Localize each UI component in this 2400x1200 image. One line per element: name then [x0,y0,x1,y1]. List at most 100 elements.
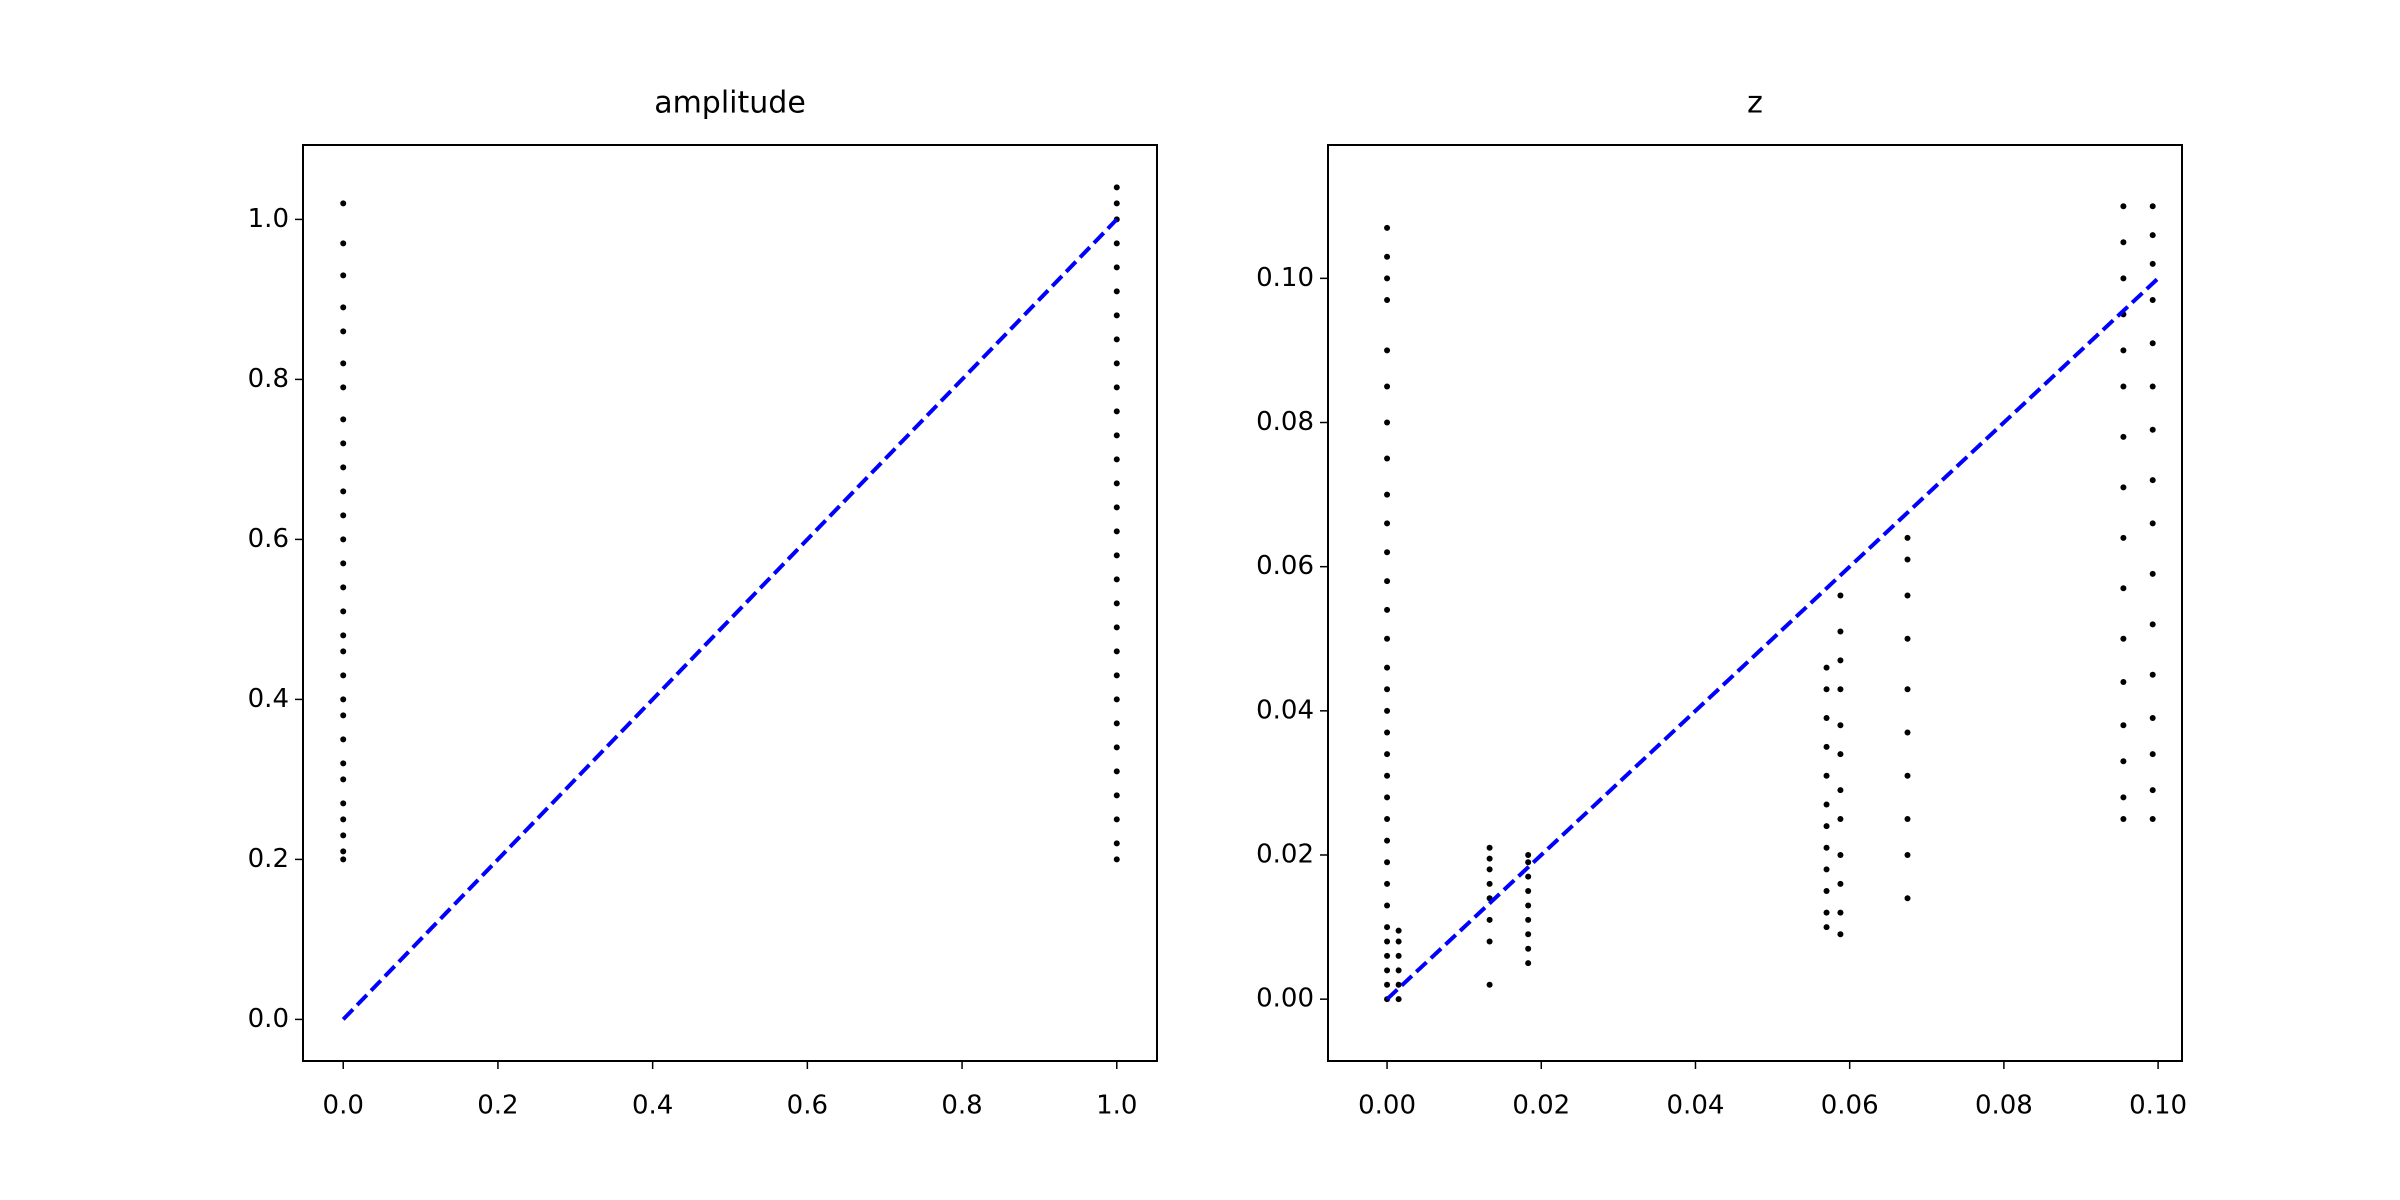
scatter-point [340,328,347,335]
axes-frame [302,144,1158,1062]
scatter-point [2120,585,2127,592]
scatter-point [1395,967,1402,974]
scatter-point [340,464,347,471]
scatter-point [1823,715,1830,722]
scatter-point [340,800,347,807]
scatter-point [340,832,347,839]
x-tick-label: 0.00 [1358,1091,1416,1121]
scatter-point [1384,224,1391,231]
scatter-point [2120,239,2127,246]
scatter-point [340,560,347,567]
x-tick-label: 1.0 [1096,1091,1137,1121]
scatter-point [340,200,347,207]
scatter-point [2149,815,2156,822]
scatter-point [1384,729,1391,736]
scatter-point [2149,621,2156,628]
scatter-point [1904,851,1911,858]
scatter-point [1384,902,1391,909]
scatter-point [1384,686,1391,693]
scatter-point [2149,296,2156,303]
scatter-point [2120,383,2127,390]
scatter-point [1384,549,1391,556]
scatter-point [1904,686,1911,693]
scatter-point [340,632,347,639]
scatter-point [1384,837,1391,844]
scatter-point [1395,981,1402,988]
scatter-point [1113,720,1120,727]
scatter-point [1384,938,1391,945]
scatter-point [1113,528,1120,535]
scatter-point [1837,787,1844,794]
scatter-point [1823,844,1830,851]
scatter-point [1113,384,1120,391]
scatter-point [2120,679,2127,686]
scatter-point [2120,758,2127,765]
scatter-point [1113,408,1120,415]
x-tick-label: 0.06 [1821,1091,1879,1121]
scatter-point [340,848,347,855]
scatter-point [1837,628,1844,635]
scatter-point [340,512,347,519]
scatter-point [1823,866,1830,873]
scatter-point [1837,815,1844,822]
y-tick-label: 0.8 [248,364,289,394]
scatter-point [1113,792,1120,799]
scatter-point [1113,480,1120,487]
scatter-point [1384,491,1391,498]
y-tick-label: 0.2 [248,844,289,874]
scatter-point [2120,635,2127,642]
scatter-point [2149,203,2156,210]
scatter-point [1384,635,1391,642]
scatter-point [1384,606,1391,613]
scatter-point [1904,635,1911,642]
x-tick-label: 0.08 [1975,1091,2033,1121]
scatter-point [1395,996,1402,1003]
y-tick-label: 0.02 [1256,839,1314,869]
scatter-point [1395,938,1402,945]
scatter-point [1837,686,1844,693]
scatter-point [2149,787,2156,794]
x-tick-label: 0.4 [632,1091,673,1121]
scatter-point [1525,945,1532,952]
scatter-point [1486,981,1493,988]
scatter-point [1904,729,1911,736]
scatter-point [1113,672,1120,679]
scatter-point [1384,578,1391,585]
scatter-point [1486,880,1493,887]
x-tick-label: 0.04 [1667,1091,1725,1121]
scatter-point [1486,844,1493,851]
scatter-point [1904,815,1911,822]
subplot: z 0.00 0.02 0.04 0.06 0.08 0.10 0.00 0.02 0.04 0.0… [1256,86,2187,1121]
scatter-point [1384,253,1391,260]
scatter-point [1486,938,1493,945]
scatter-point [1904,592,1911,599]
scatter-point [340,696,347,703]
scatter-point [2120,722,2127,729]
scatter-point [2149,671,2156,678]
scatter-point [1525,888,1532,895]
scatter-point [1525,902,1532,909]
scatter-point [2149,715,2156,722]
scatter-point [2149,232,2156,239]
scatter-point [1384,751,1391,758]
scatter-point [1486,916,1493,923]
y-tick-label: 1.0 [248,204,289,234]
scatter-point [1837,592,1844,599]
scatter-point [1837,722,1844,729]
scatter-point [1904,895,1911,902]
scatter-point [1113,576,1120,583]
scatter-point [2149,520,2156,527]
y-tick-label: 0.6 [248,524,289,554]
scatter-point [340,384,347,391]
scatter-point [1837,657,1844,664]
scatter-point [2149,383,2156,390]
scatter-point [1525,859,1532,866]
reference-line [1385,276,2160,1001]
x-tick-label: 0.6 [787,1091,828,1121]
scatter-point [1823,686,1830,693]
scatter-point [340,272,347,279]
scatter-point [1384,967,1391,974]
scatter-point [1113,240,1120,247]
scatter-point [1823,909,1830,916]
scatter-point [1113,264,1120,271]
